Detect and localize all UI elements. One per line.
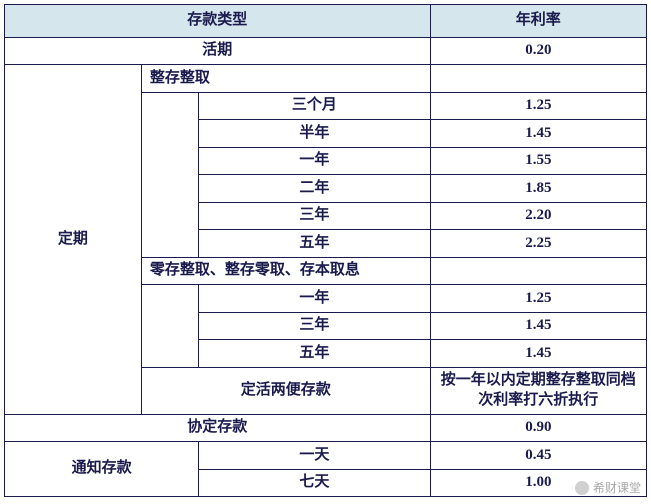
lump-rate: 1.25 xyxy=(430,92,646,120)
partial-rate: 1.45 xyxy=(430,312,646,340)
partial-term: 五年 xyxy=(199,340,430,368)
lump-rate: 2.20 xyxy=(430,202,646,230)
watermark: 希财课堂 xyxy=(575,479,641,496)
lump-spacer xyxy=(141,92,198,257)
lump-term: 三年 xyxy=(199,202,430,230)
partial-header-rate xyxy=(430,257,646,285)
lump-rate: 1.55 xyxy=(430,147,646,175)
notice-term: 七天 xyxy=(199,469,430,497)
agreement-label: 协定存款 xyxy=(5,414,431,442)
watermark-text: 希财课堂 xyxy=(593,479,641,496)
partial-rate: 1.25 xyxy=(430,285,646,313)
row-demand: 活期 0.20 xyxy=(5,37,647,65)
lump-term: 五年 xyxy=(199,230,430,258)
row-lump-header: 定期 整存整取 xyxy=(5,65,647,93)
notice-rate: 0.45 xyxy=(430,442,646,470)
partial-spacer xyxy=(141,285,198,368)
lump-term: 二年 xyxy=(199,175,430,203)
notice-label: 通知存款 xyxy=(5,442,199,497)
table-row: 通知存款 一天 0.45 xyxy=(5,442,647,470)
header-deposit-type: 存款类型 xyxy=(5,5,431,38)
lump-rate: 1.85 xyxy=(430,175,646,203)
flexible-label: 定活两便存款 xyxy=(141,367,430,414)
partial-term: 一年 xyxy=(199,285,430,313)
partial-header: 零存整取、整存零取、存本取息 xyxy=(141,257,430,285)
demand-rate: 0.20 xyxy=(430,37,646,65)
deposit-rate-table: 存款类型 年利率 活期 0.20 定期 整存整取 三个月 1.25 半年 1.4… xyxy=(4,4,647,497)
lump-term: 半年 xyxy=(199,120,430,148)
agreement-rate: 0.90 xyxy=(430,414,646,442)
row-agreement: 协定存款 0.90 xyxy=(5,414,647,442)
flexible-rate: 按一年以内定期整存整取同档次利率打六折执行 xyxy=(430,367,646,414)
fixed-label: 定期 xyxy=(5,65,142,415)
lump-term: 三个月 xyxy=(199,92,430,120)
partial-rate: 1.45 xyxy=(430,340,646,368)
lump-rate: 1.45 xyxy=(430,120,646,148)
lump-header: 整存整取 xyxy=(141,65,430,93)
header-row: 存款类型 年利率 xyxy=(5,5,647,38)
weibo-icon xyxy=(575,481,589,495)
header-annual-rate: 年利率 xyxy=(430,5,646,38)
partial-term: 三年 xyxy=(199,312,430,340)
lump-rate: 2.25 xyxy=(430,230,646,258)
lump-term: 一年 xyxy=(199,147,430,175)
lump-header-rate xyxy=(430,65,646,93)
demand-label: 活期 xyxy=(5,37,431,65)
notice-term: 一天 xyxy=(199,442,430,470)
